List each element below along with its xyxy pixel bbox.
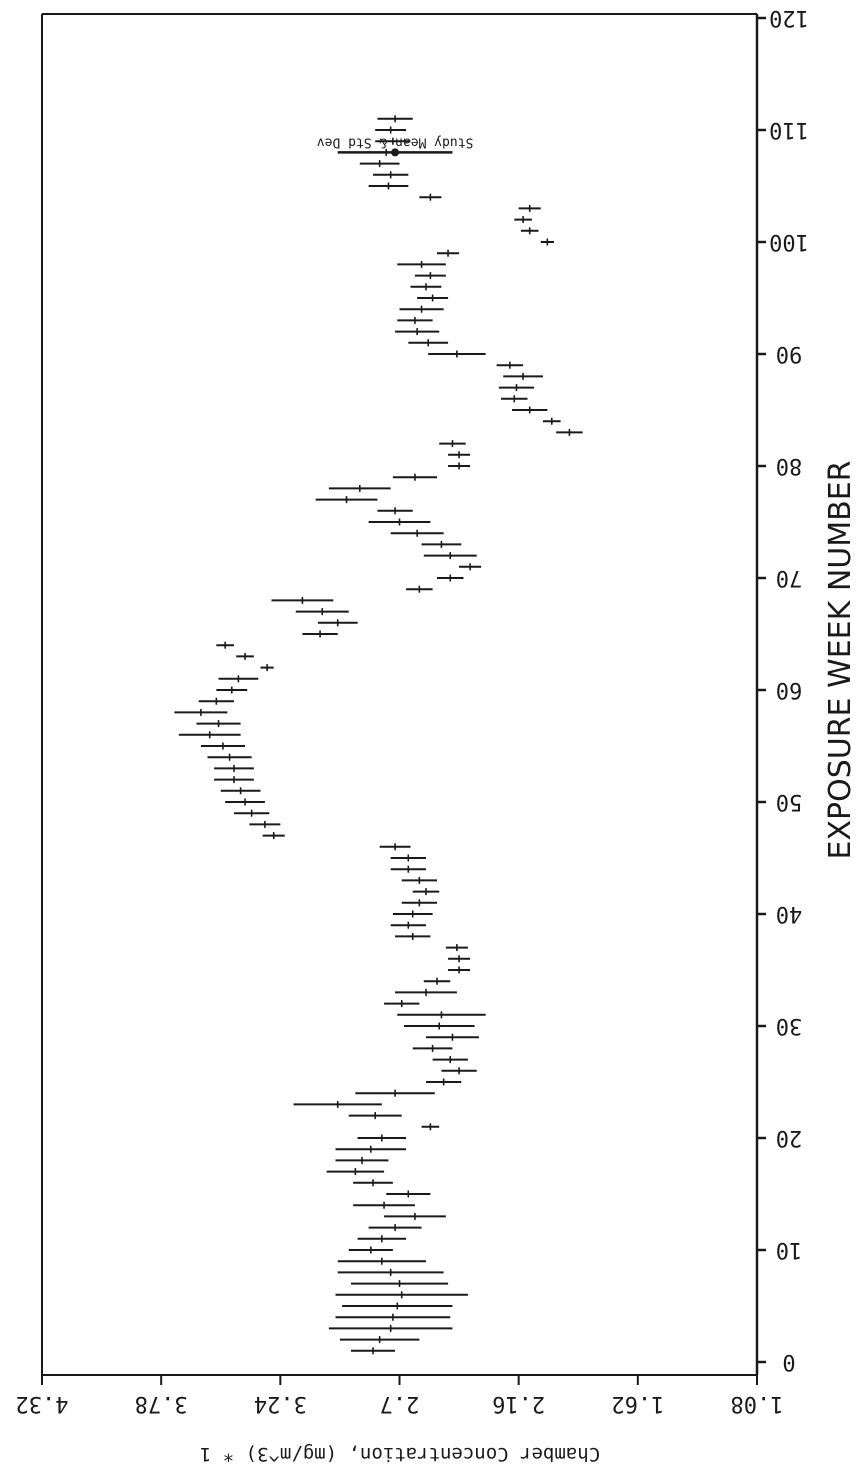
x-axis-ticks: 0 10 20 30 40 50 60 70 80 90 100 110 120 [757,5,809,1374]
axis-labels: EXPOSURE WEEK NUMBER Chamber Concentrati… [200,461,858,1466]
study-mean-annotation: Study Mean & Std Dev [317,134,474,149]
x-tick-label: 40 [776,901,803,926]
study-mean-dot [391,148,400,157]
x-tick-label: 80 [776,453,803,478]
x-tick-label: 50 [776,789,803,814]
y-tick-label: 2.16 [492,1391,545,1416]
x-tick-label: 120 [769,5,809,30]
study-mean-marker: Study Mean & Std Dev [317,134,474,157]
x-tick-label: 60 [776,677,803,702]
x-tick-label: 10 [776,1237,803,1262]
x-tick-label: 90 [776,341,803,366]
x-tick-label: 30 [776,1013,803,1038]
x-axis-label: EXPOSURE WEEK NUMBER [823,461,858,860]
plot-frame [41,13,759,1376]
y-tick-label: 2.7 [380,1391,420,1416]
y-tick-label: 1.62 [611,1391,664,1416]
x-tick-label: 100 [769,229,809,254]
y-axis-ticks: 1.08 1.62 2.16 2.7 3.24 3.78 4.32 [16,1375,784,1416]
y-tick-label: 1.08 [731,1391,784,1416]
y-tick-label: 4.32 [16,1391,69,1416]
x-tick-label: 20 [776,1125,803,1150]
x-tick-label: 70 [776,565,803,590]
y-axis-label: Chamber Concentration, (mg/m^3) * 1 [200,1443,600,1465]
x-tick-label: 0 [782,1349,795,1374]
x-tick-label: 110 [769,117,809,142]
y-tick-label: 3.78 [135,1391,188,1416]
y-tick-label: 3.24 [254,1391,307,1416]
error-bars [174,115,583,1355]
